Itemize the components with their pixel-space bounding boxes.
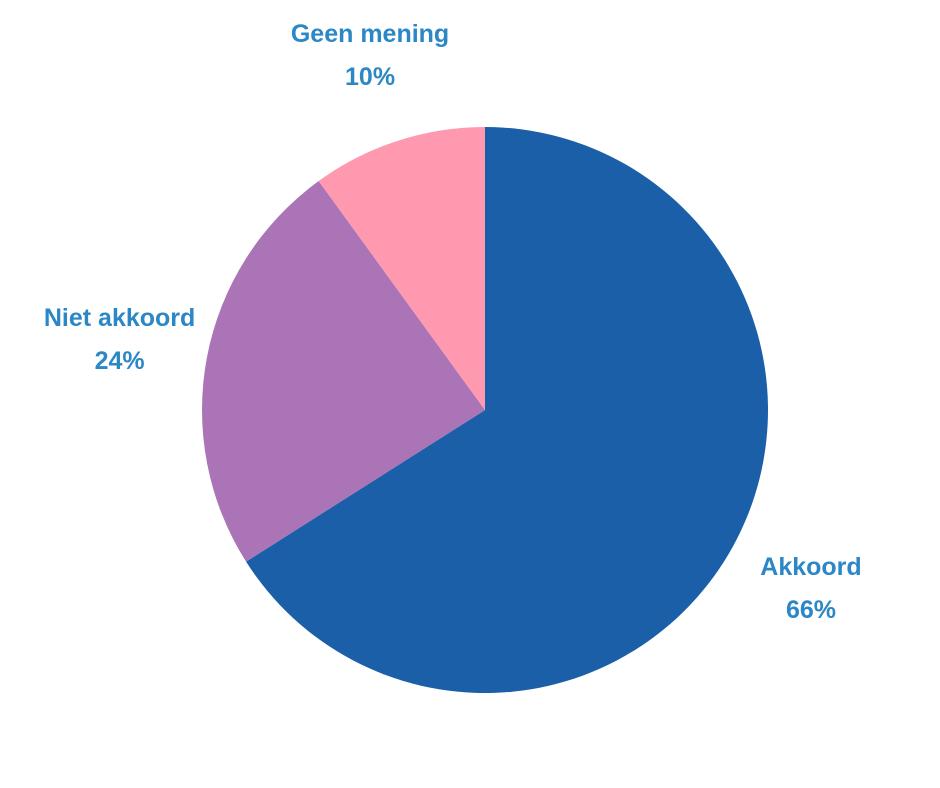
slice-value-label: 66% xyxy=(786,596,836,624)
pie-slice xyxy=(246,127,768,693)
slice-label: Niet akkoord xyxy=(44,304,195,332)
slice-value-label: 10% xyxy=(345,63,395,91)
slice-label: Geen mening xyxy=(291,20,449,48)
slice-label: Akkoord xyxy=(760,553,861,581)
slice-value-label: 24% xyxy=(95,347,145,375)
pie-slice xyxy=(318,127,485,410)
pie-slice xyxy=(201,181,485,562)
